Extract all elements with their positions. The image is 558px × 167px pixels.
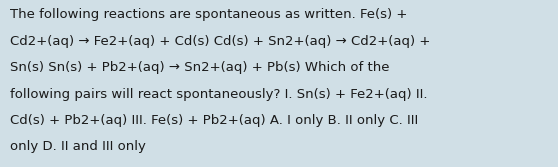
Text: The following reactions are spontaneous as written. Fe(s) +: The following reactions are spontaneous … <box>10 8 407 21</box>
Text: following pairs will react spontaneously? I. Sn(s) + Fe2+(aq) II.: following pairs will react spontaneously… <box>10 88 427 101</box>
Text: Cd2+(aq) → Fe2+(aq) + Cd(s) Cd(s) + Sn2+(aq) → Cd2+(aq) +: Cd2+(aq) → Fe2+(aq) + Cd(s) Cd(s) + Sn2+… <box>10 35 430 48</box>
Text: only D. II and III only: only D. II and III only <box>10 140 146 153</box>
Text: Sn(s) Sn(s) + Pb2+(aq) → Sn2+(aq) + Pb(s) Which of the: Sn(s) Sn(s) + Pb2+(aq) → Sn2+(aq) + Pb(s… <box>10 61 389 74</box>
Text: Cd(s) + Pb2+(aq) III. Fe(s) + Pb2+(aq) A. I only B. II only C. III: Cd(s) + Pb2+(aq) III. Fe(s) + Pb2+(aq) A… <box>10 114 418 127</box>
